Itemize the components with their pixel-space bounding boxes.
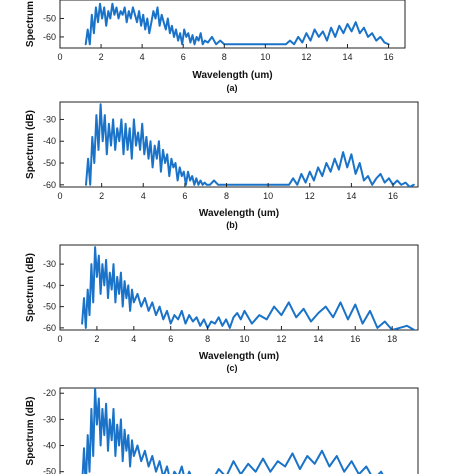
x-tick-label: 2 (99, 191, 104, 201)
panel-caption: (b) (226, 220, 238, 230)
x-tick-label: 12 (301, 52, 311, 62)
x-tick-label: 6 (181, 52, 186, 62)
spectrum-trace (84, 2, 390, 46)
y-axis-label: Spectrum (dB) (25, 253, 36, 322)
panel-1: -50 -600 2 4 6 8 10 12 14 16 Spectrum Wavelength (u… (25, 0, 406, 93)
x-axis-label: Wavelength (um) (199, 351, 279, 362)
x-tick-label: 4 (140, 52, 145, 62)
x-tick-label: 18 (387, 334, 397, 344)
x-tick-label: 8 (205, 334, 210, 344)
panel-3: -30 -40 -50 -600 2 4 6 8 10 12 14 16 18 Spectrum (dB)… (25, 244, 419, 373)
x-tick-label: 16 (350, 334, 360, 344)
x-tick-label: 0 (57, 334, 62, 344)
y-tick-label: -30 (43, 114, 56, 124)
y-tick-label: -40 (43, 136, 56, 146)
y-tick-label: -50 (43, 467, 56, 474)
spectrum-trace (85, 103, 415, 187)
y-tick-label: -60 (43, 323, 56, 333)
plot-frame (59, 387, 419, 474)
x-tick-label: 10 (263, 191, 273, 201)
y-axis-label: Spectrum (dB) (25, 110, 36, 179)
y-tick-label: -40 (43, 441, 56, 451)
x-axis-label: Wavelength (um) (199, 208, 279, 219)
y-tick-label: -40 (43, 280, 56, 290)
x-tick-label: 0 (57, 191, 62, 201)
y-tick-label: -20 (43, 388, 56, 398)
x-tick-label: 4 (131, 334, 136, 344)
x-tick-label: 4 (141, 191, 146, 201)
x-tick-label: 8 (224, 191, 229, 201)
x-tick-label: 6 (168, 334, 173, 344)
panel-2: -30 -40 -50 -600 2 4 6 8 10 12 14 16 Spectrum (dB) Wa… (25, 101, 419, 230)
y-tick-label: -30 (43, 414, 56, 424)
x-tick-label: 8 (222, 52, 227, 62)
x-tick-label: 16 (384, 52, 394, 62)
x-tick-label: 2 (99, 52, 104, 62)
panel-4: -20 -30 -40 -50 Spectrum (dB) (25, 387, 419, 474)
panel-caption: (c) (227, 363, 238, 373)
x-tick-label: 14 (313, 334, 323, 344)
spectrum-trace (81, 388, 384, 474)
x-tick-label: 10 (260, 52, 270, 62)
plot-frame (59, 244, 419, 331)
plot-frame (59, 0, 406, 49)
plot-frame (59, 101, 419, 188)
panel-caption: (a) (227, 83, 238, 93)
x-tick-label: 0 (57, 52, 62, 62)
y-tick-label: -50 (43, 302, 56, 312)
y-tick-label: -30 (43, 259, 56, 269)
x-tick-label: 16 (388, 191, 398, 201)
y-tick-label: -60 (43, 32, 56, 42)
x-tick-label: 6 (182, 191, 187, 201)
x-tick-label: 14 (346, 191, 356, 201)
y-tick-label: -60 (43, 180, 56, 190)
x-axis-label: Wavelength (um) (192, 70, 272, 81)
x-tick-label: 2 (94, 334, 99, 344)
y-tick-label: -50 (43, 158, 56, 168)
y-tick-label: -50 (43, 13, 56, 23)
x-tick-label: 12 (276, 334, 286, 344)
y-axis-label: Spectrum (25, 1, 36, 47)
spectrum-trace (81, 246, 416, 330)
x-tick-label: 14 (342, 52, 352, 62)
x-tick-label: 10 (240, 334, 250, 344)
x-tick-label: 12 (305, 191, 315, 201)
y-axis-label: Spectrum (dB) (25, 397, 36, 466)
